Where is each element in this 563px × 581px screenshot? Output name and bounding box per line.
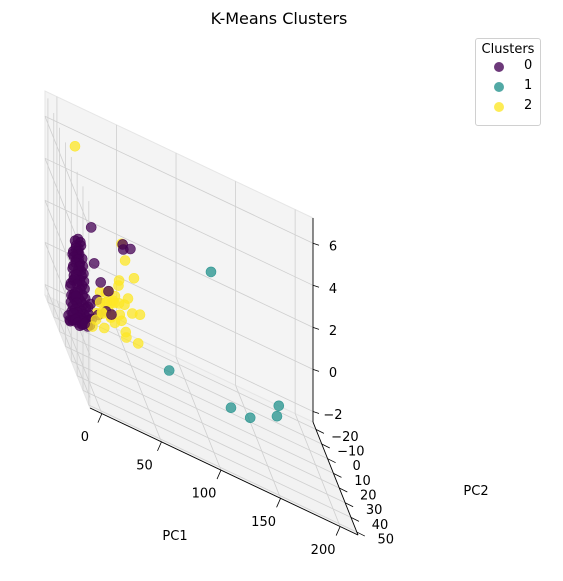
y-tick-label: −20 xyxy=(331,430,358,445)
legend-label-1: 1 xyxy=(524,78,533,93)
x-axis-line xyxy=(89,407,359,536)
z-grid-line xyxy=(44,157,314,286)
cluster-1-point xyxy=(205,266,217,278)
x-axis-label: PC1 xyxy=(162,529,187,544)
legend-entry-0: 0 xyxy=(476,57,540,77)
cluster-1-point xyxy=(273,400,285,412)
z-tick-mark xyxy=(312,242,320,246)
y-tick-mark xyxy=(356,531,366,537)
y-tick-label: 40 xyxy=(372,518,389,533)
x-tick-mark xyxy=(97,413,103,423)
x-tick-label: 150 xyxy=(251,515,276,530)
cluster-2-point xyxy=(119,255,131,266)
z-tick-mark xyxy=(312,284,320,288)
z-grid-line xyxy=(44,284,91,398)
x-tick-label: 100 xyxy=(192,487,217,502)
x-tick-mark xyxy=(216,469,222,480)
y-tick-mark xyxy=(339,487,348,493)
y-tick-mark xyxy=(327,458,336,464)
x-tick-mark xyxy=(276,498,281,508)
cluster-2-point xyxy=(121,332,132,343)
axis-lines xyxy=(89,218,359,536)
cluster-0-point xyxy=(118,244,129,255)
y-tick-label: 30 xyxy=(366,503,383,518)
y-axis-label: PC2 xyxy=(463,484,488,499)
z-tick-label: 6 xyxy=(329,240,337,255)
z-tick-mark xyxy=(312,411,320,414)
x-grid-line xyxy=(116,328,162,443)
legend-label-2: 2 xyxy=(524,98,533,113)
y-tick-label: 0 xyxy=(352,459,360,474)
y-grid-line xyxy=(82,390,352,518)
legend-marker-0 xyxy=(494,62,504,72)
cluster-2-point xyxy=(99,322,110,334)
z-grid-line xyxy=(44,116,91,230)
cluster-2-point xyxy=(128,272,140,284)
cluster-0-point xyxy=(85,298,96,310)
cluster-0-point xyxy=(103,285,114,297)
y-tick-mark xyxy=(315,428,325,434)
y-grid-line xyxy=(59,331,328,460)
legend-title: Clusters xyxy=(481,42,535,57)
cluster-0-point xyxy=(79,318,90,330)
z-tick-label: −2 xyxy=(323,408,342,423)
y-tick-label: 50 xyxy=(378,533,395,548)
y-tick-mark xyxy=(333,473,342,478)
z-tick-mark xyxy=(312,369,320,372)
y-tick-label: 20 xyxy=(360,489,377,504)
y-grid-line xyxy=(71,360,340,489)
cluster-0-point xyxy=(85,222,97,233)
x-tick-label: 50 xyxy=(136,458,153,473)
cluster-0-point xyxy=(88,258,100,269)
z-tick-mark xyxy=(312,326,320,330)
y-tick-mark xyxy=(350,517,360,522)
z-grid-line xyxy=(44,115,314,244)
cluster-0-point xyxy=(106,309,117,320)
cluster-2-point xyxy=(90,314,102,326)
cluster-2-point xyxy=(127,308,138,319)
cluster-2-point xyxy=(113,275,125,286)
y-tick-mark xyxy=(321,443,330,449)
cluster-1-point xyxy=(244,412,256,424)
cluster-0-point xyxy=(95,277,106,288)
x-grid-line xyxy=(56,300,103,414)
z-grid-line xyxy=(44,199,314,328)
cluster-2-point xyxy=(119,299,130,311)
x-grid-line xyxy=(235,385,281,499)
cluster-1-point xyxy=(225,402,237,414)
legend-marker-2 xyxy=(494,102,504,112)
cluster-2-point xyxy=(69,141,81,152)
cluster-2-point xyxy=(94,296,106,308)
axes-panes xyxy=(44,90,359,536)
y-tick-label: 10 xyxy=(354,474,371,489)
z-tick-label: 0 xyxy=(329,366,337,381)
x-tick-label: 0 xyxy=(81,430,89,445)
legend: Clusters 0 1 2 xyxy=(475,38,541,126)
y-grid-line xyxy=(65,346,334,474)
legend-marker-1 xyxy=(494,82,504,92)
legend-entry-1: 1 xyxy=(476,77,540,97)
x-grid-line xyxy=(294,413,341,527)
chart-title: K-Means Clusters xyxy=(211,9,348,28)
cluster-1-point xyxy=(271,410,283,422)
cluster-1-point xyxy=(163,365,175,376)
legend-label-0: 0 xyxy=(524,58,533,73)
z-tick-label: 2 xyxy=(329,324,337,339)
y-tick-label: −10 xyxy=(337,445,364,460)
y-grid-line xyxy=(76,375,346,504)
y-grid-line xyxy=(88,404,358,533)
y-axis-line xyxy=(312,421,359,536)
x-tick-mark xyxy=(335,526,341,536)
cluster-2-point xyxy=(132,338,144,349)
x-tick-mark xyxy=(157,441,162,452)
y-grid-line xyxy=(53,316,322,445)
y-tick-mark xyxy=(344,502,354,508)
legend-entry-2: 2 xyxy=(476,97,540,117)
x-tick-label: 200 xyxy=(311,543,336,558)
x-grid-line xyxy=(175,356,222,471)
z-tick-label: 4 xyxy=(329,282,337,297)
data-points xyxy=(63,141,285,424)
